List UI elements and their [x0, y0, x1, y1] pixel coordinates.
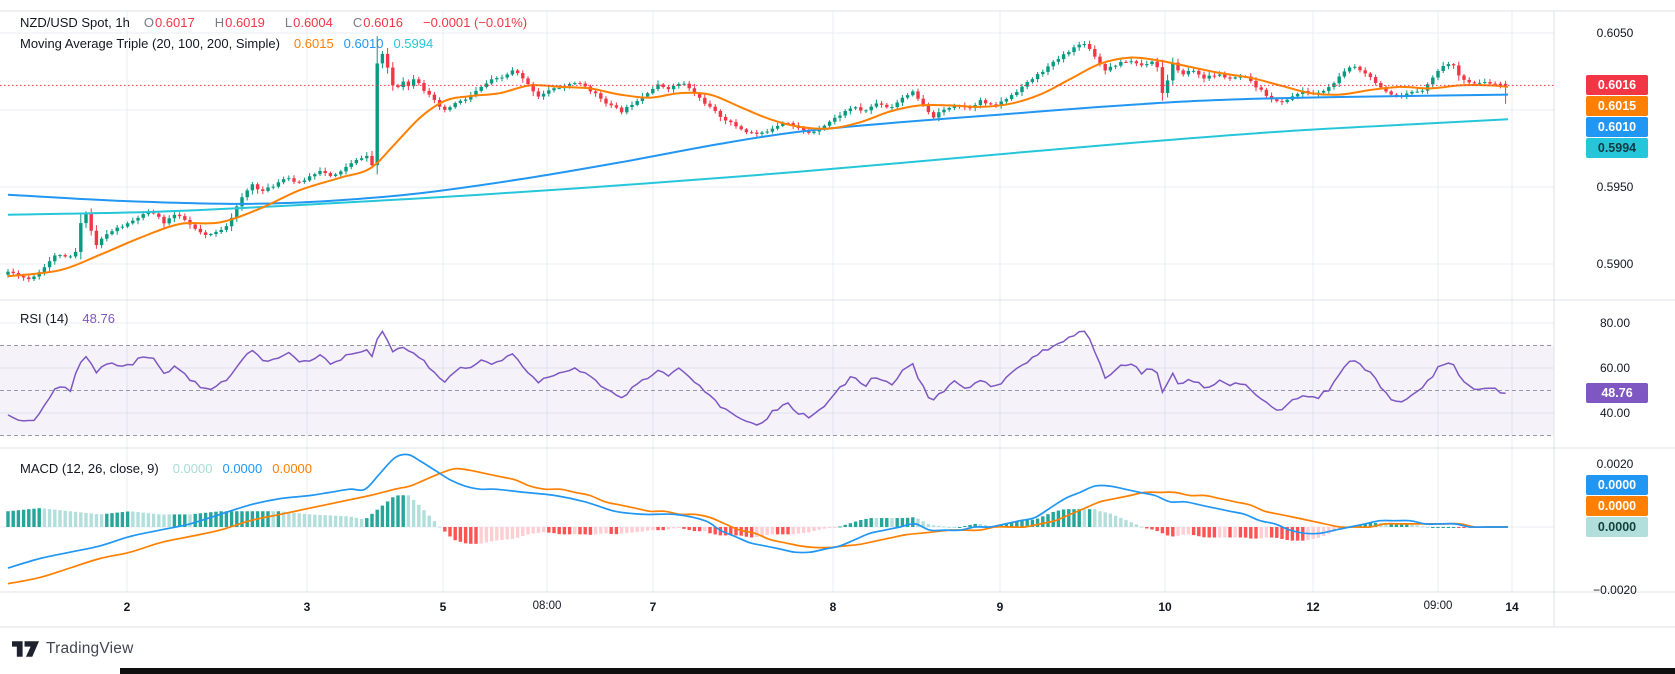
symbol-title[interactable]: NZD/USD Spot, 1h [20, 15, 130, 30]
macd-indicator-title[interactable]: MACD (12, 26, close, 9) [20, 461, 159, 476]
ohlc-close: C0.6016 [353, 15, 413, 30]
low-label: L [284, 15, 293, 30]
ma100-value: 0.6010 [343, 36, 384, 51]
tradingview-logo-text: TradingView [46, 640, 134, 657]
tradingview-logo[interactable]: TradingView [12, 640, 134, 658]
price-axis-badge: 0.6015 [1586, 96, 1648, 117]
rsi-indicator-title[interactable]: RSI (14) [20, 311, 69, 326]
macd-signal-value: 0.0000 [272, 461, 313, 476]
time-axis-label: 5 [439, 600, 447, 614]
macd-axis-badge: 0.0000 [1586, 517, 1648, 537]
price-axis-badge: 0.6016 [1586, 75, 1648, 96]
time-axis-label: 14 [1505, 600, 1519, 614]
close-label: C [352, 15, 363, 30]
rsi-legend-row: RSI (14) 48.76 [20, 308, 125, 329]
time-axis-label: 2 [123, 600, 131, 614]
macd-hist-value: 0.0000 [172, 461, 213, 476]
high-value: 0.6019 [225, 15, 265, 30]
time-axis-label: 10 [1158, 600, 1172, 614]
high-label: H [214, 15, 225, 30]
rsi-axis-label: 80.00 [1599, 316, 1631, 330]
macd-axis-badge: 0.0000 [1586, 475, 1648, 495]
ma-legend-row: Moving Average Triple (20, 100, 200, Sim… [20, 33, 537, 54]
price-axis-label: 0.6050 [1596, 26, 1634, 40]
time-axis-label: 9 [996, 600, 1004, 614]
change-value: −0.0001 (−0.01%) [423, 15, 528, 30]
bottom-dark-bar [120, 668, 1675, 674]
open-label: O [143, 15, 154, 30]
ohlc-high: H0.6019 [215, 15, 275, 30]
time-axis-label: 12 [1306, 600, 1320, 614]
rsi-axis-label: 60.00 [1599, 361, 1631, 375]
time-axis-label: 8 [829, 600, 837, 614]
rsi-value: 48.76 [82, 311, 115, 326]
macd-legend-row: MACD (12, 26, close, 9) 0.0000 0.0000 0.… [20, 458, 322, 479]
time-axis-label: 7 [649, 600, 657, 614]
ohlc-low: L0.6004 [285, 15, 343, 30]
price-axis-label: 0.5900 [1596, 257, 1634, 271]
tradingview-logo-icon [12, 641, 39, 657]
open-value: 0.6017 [154, 15, 195, 30]
ma200-value: 0.5994 [393, 36, 434, 51]
rsi-axis-badge: 48.76 [1586, 383, 1648, 404]
symbol-legend-row: NZD/USD Spot, 1h O0.6017 H0.6019 L0.6004… [20, 12, 537, 33]
low-value: 0.6004 [293, 15, 333, 30]
macd-legend: MACD (12, 26, close, 9) 0.0000 0.0000 0.… [20, 458, 322, 479]
ohlc-open: O0.6017 [144, 15, 205, 30]
close-value: 0.6016 [363, 15, 404, 30]
macd-line-value: 0.0000 [222, 461, 263, 476]
rsi-axis-label: 40.00 [1599, 406, 1631, 420]
macd-axis-label: −0.0020 [1593, 583, 1637, 597]
time-axis-label: 3 [303, 600, 311, 614]
time-axis-label: 08:00 [532, 600, 562, 612]
macd-axis-label: 0.0020 [1596, 457, 1634, 471]
ma20-value: 0.6015 [293, 36, 334, 51]
main-legend: NZD/USD Spot, 1h O0.6017 H0.6019 L0.6004… [20, 12, 537, 54]
price-axis-badge: 0.5994 [1586, 138, 1648, 159]
price-axis-badge: 0.6010 [1586, 117, 1648, 138]
price-axis-label: 0.5950 [1596, 180, 1634, 194]
ma-indicator-title[interactable]: Moving Average Triple (20, 100, 200, Sim… [20, 36, 280, 51]
rsi-legend: RSI (14) 48.76 [20, 308, 125, 329]
macd-axis-badge: 0.0000 [1586, 496, 1648, 516]
time-axis-label: 09:00 [1423, 600, 1453, 612]
